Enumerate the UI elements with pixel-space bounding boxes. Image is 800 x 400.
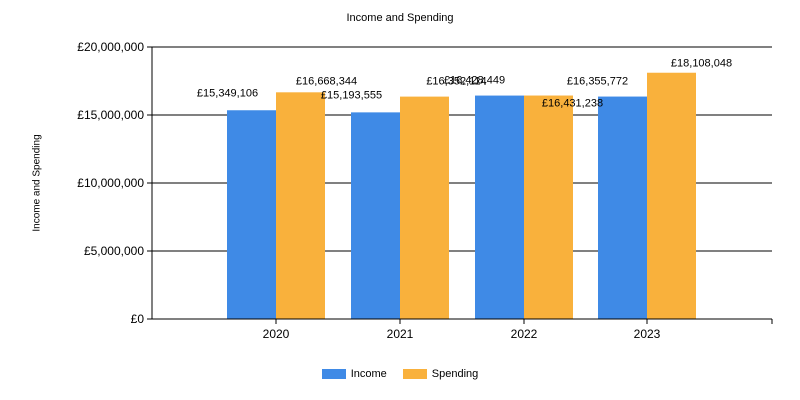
y-tick-label: £0 [131,312,145,326]
x-tick-label: 2023 [634,327,661,341]
legend-swatch-income [321,369,346,379]
chart-title: Income and Spending [346,12,454,24]
bar-spending [400,96,449,319]
y-tick-label: £15,000,000 [77,108,144,122]
bar-spending [524,95,573,320]
bar-spending [647,72,696,319]
legend-label-spending: Spending [431,368,479,380]
x-tick-label: 2022 [511,327,538,341]
legend-swatch-spending [402,369,427,379]
data-label-spending: £16,668,344 [296,75,357,87]
y-tick-label: £5,000,000 [84,244,144,258]
bar-income [598,96,647,320]
legend-label-income: Income [350,368,387,380]
y-tick-label: £20,000,000 [77,40,144,54]
data-label-spending: £16,431,238 [542,98,603,110]
x-tick-label: 2020 [263,327,290,341]
data-label-spending: £16,352,114 [426,76,486,88]
data-label-income: £15,349,106 [197,87,258,99]
bar-spending [276,92,325,320]
y-tick-label: £10,000,000 [77,176,144,190]
bar-income [475,95,524,320]
legend-item-income: Income [321,368,387,380]
chart-legend: Income Spending [0,368,800,380]
legend-item-spending: Spending [402,368,479,380]
data-label-income: £16,355,772 [567,76,628,88]
bar-income [227,110,276,319]
x-tick-label: 2021 [387,327,414,341]
data-label-spending: £18,108,048 [671,58,732,70]
bar-income [351,112,400,320]
data-label-income: £15,193,555 [321,89,382,101]
data-label-income: £16,428,449 [444,75,505,87]
